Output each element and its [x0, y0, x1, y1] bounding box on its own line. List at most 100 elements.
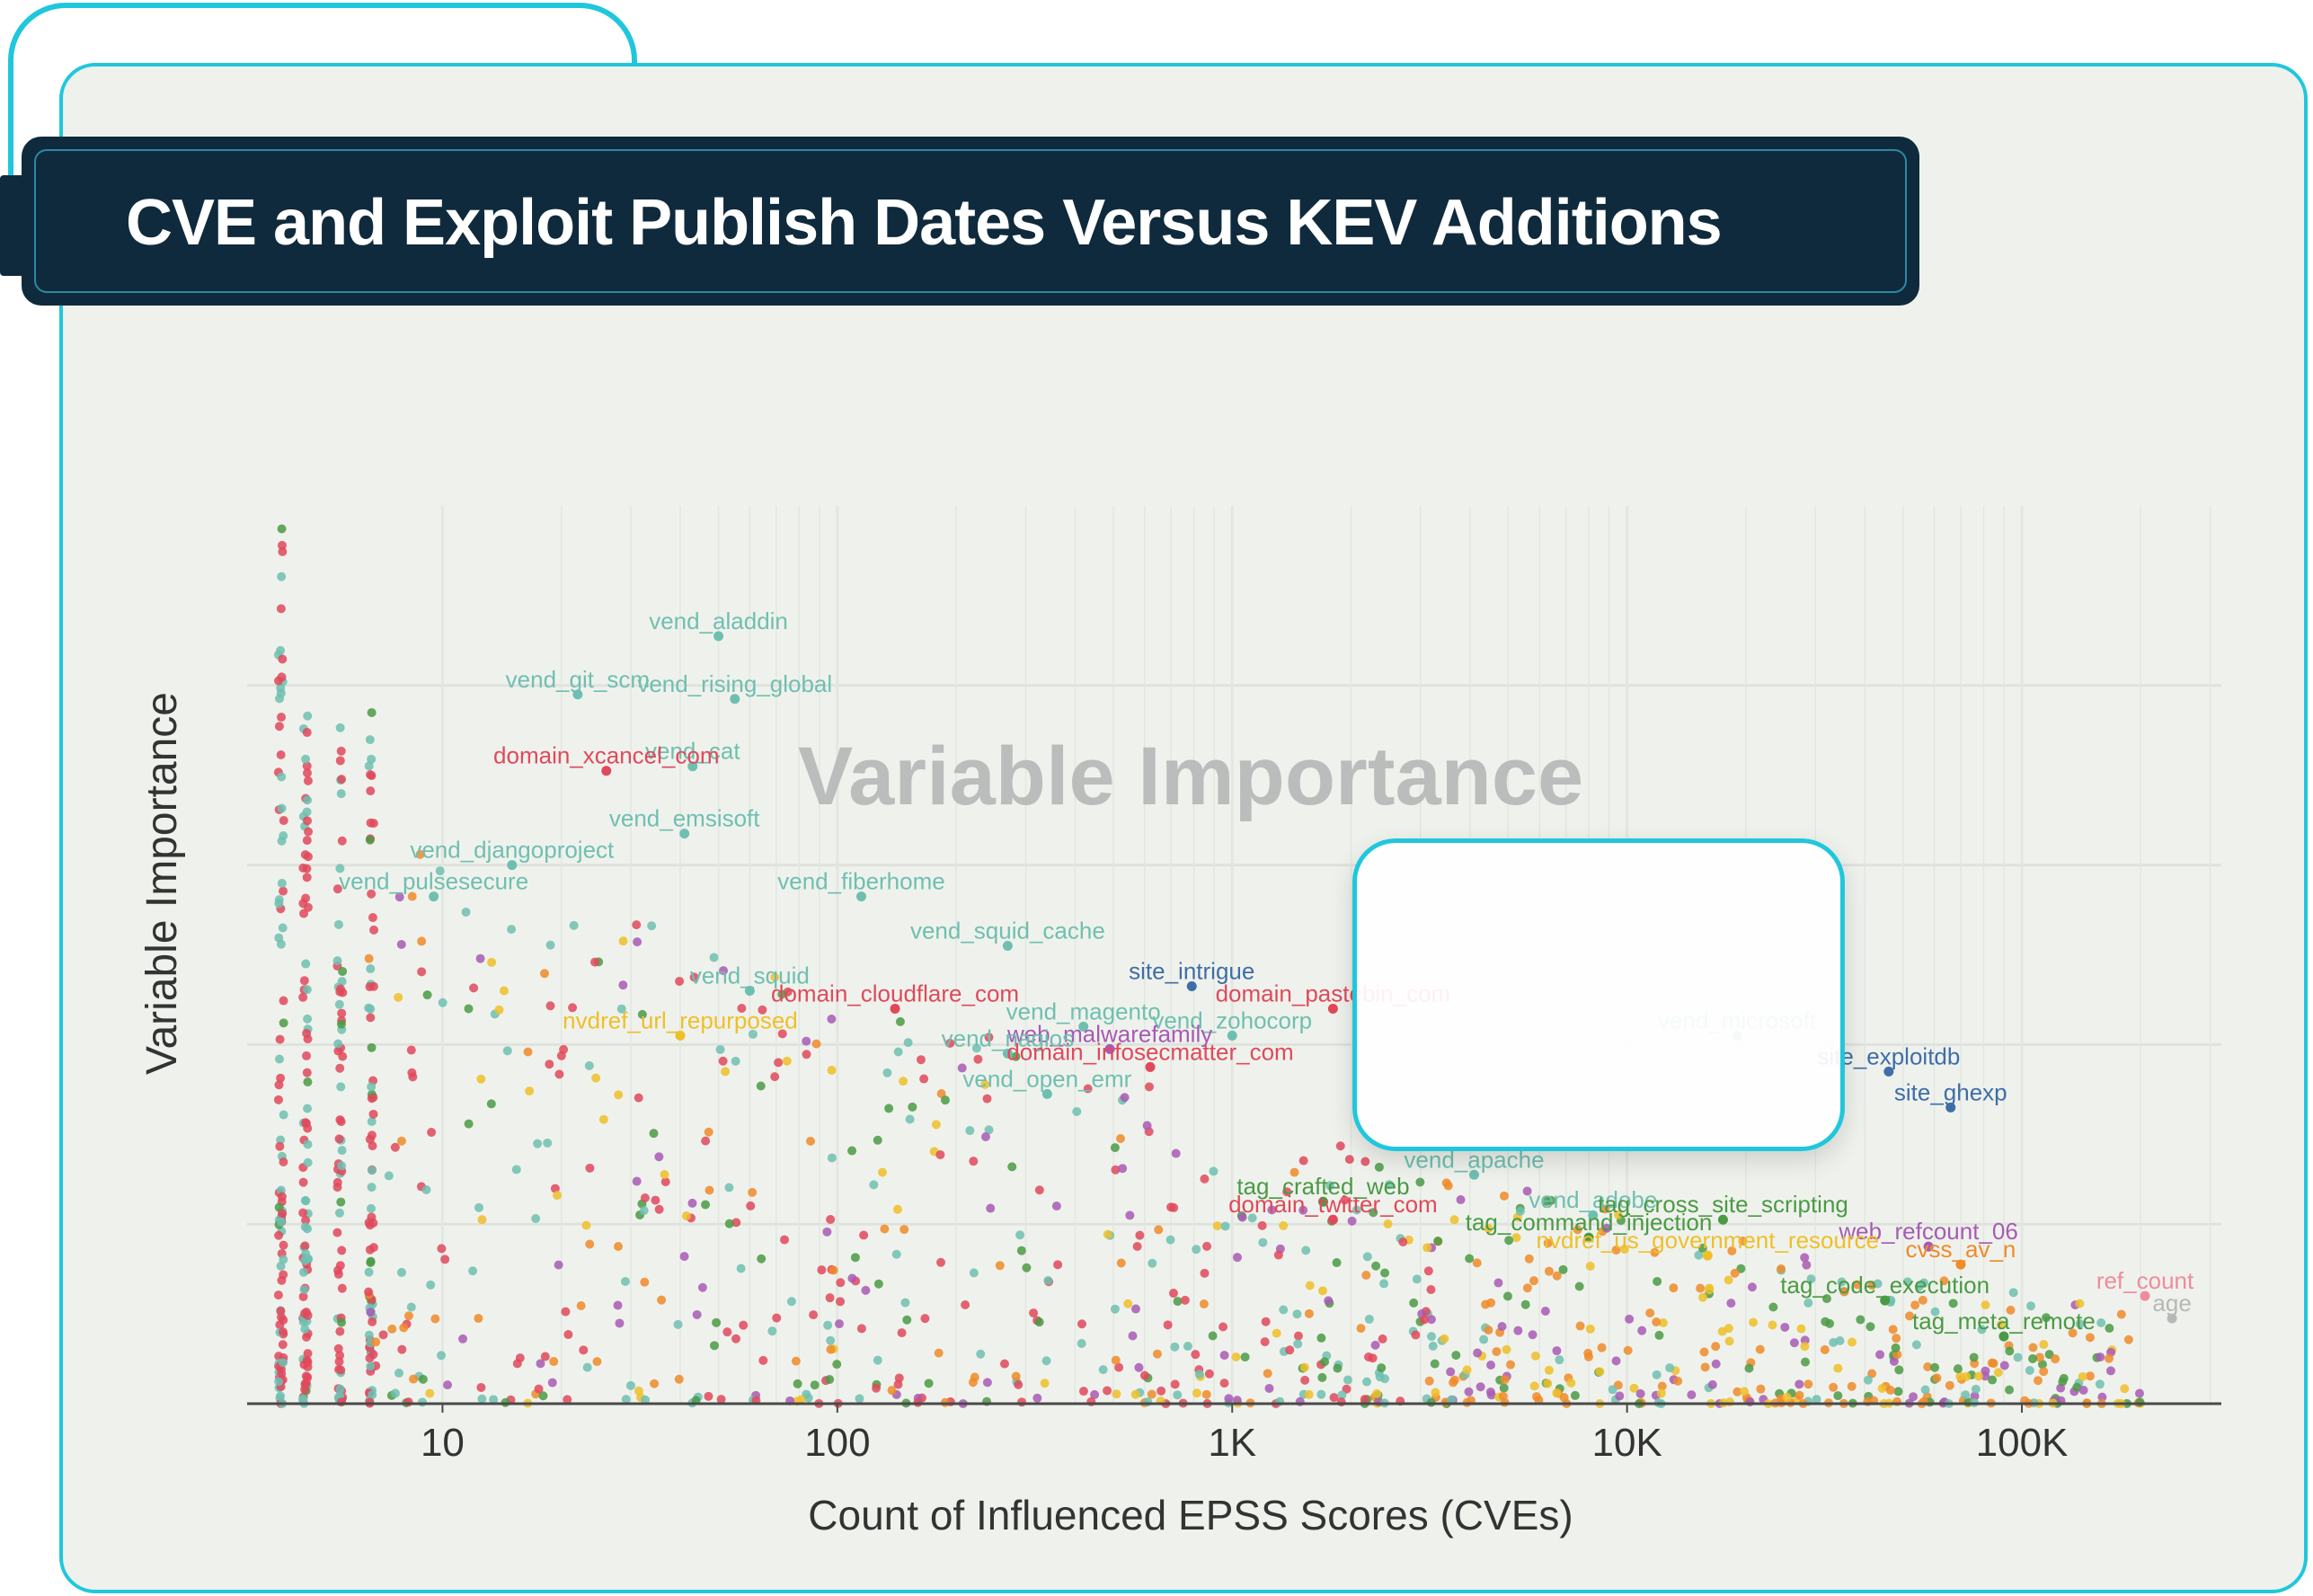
scatter-point — [780, 1235, 790, 1245]
scatter-point — [829, 1265, 838, 1275]
scatter-point — [1173, 1390, 1183, 1400]
scatter-point — [615, 1318, 625, 1328]
point-domain_twitter_com — [1327, 1214, 1338, 1225]
page-title: CVE and Exploit Publish Dates Versus KEV… — [126, 187, 1723, 259]
scatter-point — [301, 1196, 311, 1206]
scatter-point — [2006, 1305, 2016, 1315]
scatter-point — [1724, 1336, 1734, 1346]
scatter-point — [847, 1273, 857, 1283]
scatter-point — [276, 1391, 286, 1401]
scatter-point — [625, 1380, 635, 1390]
scatter-point — [1247, 1213, 1257, 1223]
scatter-point — [873, 1135, 882, 1145]
scatter-point — [274, 1054, 284, 1064]
point-domain_xcancel_com — [601, 766, 612, 776]
scatter-point — [1132, 1242, 1142, 1252]
scatter-point — [1361, 1377, 1371, 1387]
scatter-point — [649, 1129, 659, 1139]
scatter-point — [651, 1195, 660, 1205]
scatter-point — [770, 972, 780, 982]
scatter-point — [1272, 1328, 1281, 1338]
scatter-point — [332, 884, 342, 894]
scatter-point — [1383, 1219, 1393, 1229]
scatter-point — [1485, 1388, 1495, 1397]
scatter-point — [2104, 1353, 2114, 1363]
scatter-point — [1299, 1362, 1309, 1372]
scatter-point — [1258, 1237, 1268, 1247]
scatter-point — [746, 1201, 756, 1210]
scatter-point — [563, 1395, 572, 1405]
scatter-point — [1472, 1258, 1482, 1268]
scatter-point — [817, 1265, 827, 1275]
scatter-point — [2039, 1340, 2049, 1350]
scatter-point — [1267, 1205, 1277, 1215]
scatter-point — [721, 1067, 731, 1077]
scatter-point — [748, 1029, 758, 1039]
label-vend_djangoproject: vend_djangoproject — [410, 837, 615, 864]
scatter-point — [1191, 1350, 1201, 1360]
scatter-point — [731, 1218, 741, 1228]
scatter-point — [276, 1217, 286, 1227]
scatter-point — [982, 1094, 992, 1104]
scatter-point — [300, 1308, 310, 1318]
scatter-point — [366, 1308, 376, 1317]
scatter-point — [368, 1390, 377, 1400]
scatter-point — [275, 1034, 285, 1044]
scatter-point — [1171, 1148, 1181, 1158]
scatter-point — [872, 1383, 882, 1393]
scatter-point — [1298, 1205, 1308, 1215]
scatter-point — [847, 1146, 857, 1156]
scatter-point — [1209, 1166, 1219, 1176]
scatter-point — [826, 1344, 836, 1354]
scatter-point — [697, 1282, 707, 1292]
scatter-point — [298, 1177, 308, 1187]
scatter-point — [336, 1397, 346, 1407]
scatter-point — [406, 1045, 416, 1055]
scatter-point — [336, 1082, 346, 1092]
scatter-point — [277, 1192, 287, 1201]
scatter-point — [1500, 1375, 1510, 1385]
scatter-point — [687, 1198, 697, 1208]
scatter-point — [536, 1359, 545, 1369]
scatter-point — [1130, 1304, 1140, 1314]
scatter-point — [2051, 1354, 2060, 1364]
scatter-point — [474, 1314, 483, 1324]
scatter-point — [369, 925, 379, 935]
scatter-point — [748, 1187, 758, 1197]
scatter-point — [335, 1384, 345, 1394]
scatter-point — [2028, 1353, 2038, 1363]
scatter-point — [1110, 1304, 1120, 1314]
scatter-point — [1412, 1274, 1422, 1284]
scatter-point — [1918, 1295, 1928, 1305]
scatter-point — [639, 1206, 649, 1216]
scatter-point — [902, 1315, 912, 1325]
scatter-point — [334, 999, 344, 1009]
scatter-point — [1374, 1162, 1384, 1172]
scatter-point — [1337, 1390, 1347, 1400]
scatter-point — [468, 1266, 478, 1276]
scatter-point — [303, 1349, 313, 1359]
scatter-point — [303, 795, 313, 805]
scatter-point — [936, 1257, 946, 1267]
scatter-point — [1014, 1379, 1024, 1389]
scatter-point — [986, 1203, 996, 1213]
scatter-point — [598, 1114, 608, 1124]
label-vend_emsisoft: vend_emsisoft — [609, 805, 760, 832]
scatter-point — [1148, 1258, 1157, 1268]
scatter-point — [823, 1320, 833, 1330]
scatter-point — [1623, 1345, 1633, 1355]
scatter-point — [1669, 1283, 1679, 1293]
scatter-point — [1219, 1351, 1229, 1361]
scatter-point — [647, 921, 657, 931]
scatter-point — [2058, 1377, 2068, 1387]
scatter-point — [1573, 1225, 1582, 1235]
scatter-point — [1812, 1395, 1821, 1405]
scatter-point — [1077, 1319, 1086, 1329]
scatter-point — [1260, 1337, 1270, 1347]
scatter-point — [1923, 1361, 1933, 1371]
scatter-point — [945, 1038, 955, 1048]
scatter-point — [1608, 1385, 1617, 1395]
scatter-point — [822, 1227, 832, 1237]
scatter-point — [1426, 1315, 1436, 1325]
scatter-point — [1498, 1391, 1508, 1401]
